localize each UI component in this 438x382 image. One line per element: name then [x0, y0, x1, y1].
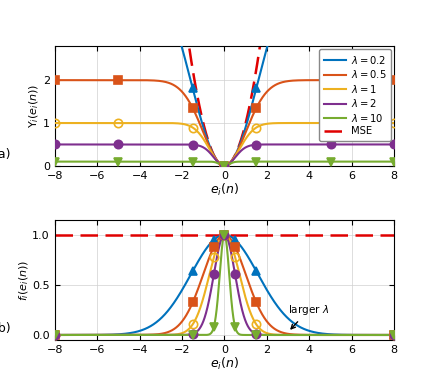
$\lambda = 10$: [91, 159, 96, 164]
$\lambda = 10$: [182, 159, 187, 164]
$\lambda = 0.5$: [182, 93, 187, 97]
Line: MSE: MSE: [55, 0, 394, 166]
$\lambda = 1$: [197, 132, 202, 136]
$\lambda = 10$: [222, 163, 227, 168]
$\lambda = 1$: [91, 121, 96, 125]
$\lambda = 0.5$: [91, 78, 96, 83]
Line: $\lambda = 0.2$: $\lambda = 0.2$: [55, 0, 394, 166]
Text: (a): (a): [0, 148, 11, 161]
$\lambda = 0.5$: [349, 78, 354, 83]
Text: larger $\lambda$: larger $\lambda$: [288, 303, 329, 329]
$\lambda = 0.2$: [182, 56, 187, 61]
$\lambda = 10$: [197, 159, 202, 164]
$\lambda = 1$: [111, 121, 116, 125]
$\lambda = 1$: [392, 121, 397, 125]
$\lambda = 2$: [392, 142, 397, 147]
X-axis label: $e_i(n)$: $e_i(n)$: [210, 356, 239, 372]
$\lambda = 1$: [222, 163, 227, 168]
$\lambda = 2$: [349, 142, 354, 147]
$\lambda = 0.5$: [222, 163, 227, 168]
$\lambda = 0.2$: [197, 112, 202, 117]
$\lambda = 2$: [182, 142, 187, 147]
$\lambda = 0.5$: [52, 78, 57, 83]
$\lambda = 2$: [222, 163, 227, 168]
$\lambda = 0.5$: [197, 121, 202, 126]
$\lambda = 2$: [197, 144, 202, 148]
$\lambda = 2$: [91, 142, 96, 147]
$\lambda = 1$: [385, 121, 390, 125]
MSE: [182, 15, 187, 19]
Legend: $\lambda = 0.2$, $\lambda = 0.5$, $\lambda = 1$, $\lambda = 2$, $\lambda = 10$, : $\lambda = 0.2$, $\lambda = 0.5$, $\lamb…: [318, 49, 391, 141]
$\lambda = 0.5$: [111, 78, 116, 83]
$\lambda = 10$: [52, 159, 57, 164]
$\lambda = 10$: [349, 159, 354, 164]
$\lambda = 2$: [385, 142, 390, 147]
$\lambda = 0.2$: [222, 163, 227, 168]
Line: $\lambda = 2$: $\lambda = 2$: [55, 144, 394, 166]
Line: $\lambda = 10$: $\lambda = 10$: [55, 162, 394, 166]
Text: (b): (b): [0, 322, 11, 335]
$\lambda = 1$: [52, 121, 57, 125]
$\lambda = 10$: [385, 159, 390, 164]
X-axis label: $e_i(n)$: $e_i(n)$: [210, 182, 239, 198]
MSE: [197, 105, 202, 109]
$\lambda = 0.5$: [392, 78, 397, 83]
$\lambda = 1$: [349, 121, 354, 125]
$\lambda = 2$: [111, 142, 116, 147]
Line: $\lambda = 0.5$: $\lambda = 0.5$: [55, 80, 394, 166]
Y-axis label: $f_i(e_i(n))$: $f_i(e_i(n))$: [17, 259, 31, 301]
Y-axis label: $\Upsilon_i(e_i(n))$: $\Upsilon_i(e_i(n))$: [28, 84, 41, 128]
$\lambda = 10$: [111, 159, 116, 164]
$\lambda = 2$: [52, 142, 57, 147]
$\lambda = 10$: [392, 159, 397, 164]
MSE: [222, 163, 227, 168]
$\lambda = 0.5$: [385, 78, 390, 83]
Line: $\lambda = 1$: $\lambda = 1$: [55, 123, 394, 166]
$\lambda = 1$: [182, 122, 187, 127]
